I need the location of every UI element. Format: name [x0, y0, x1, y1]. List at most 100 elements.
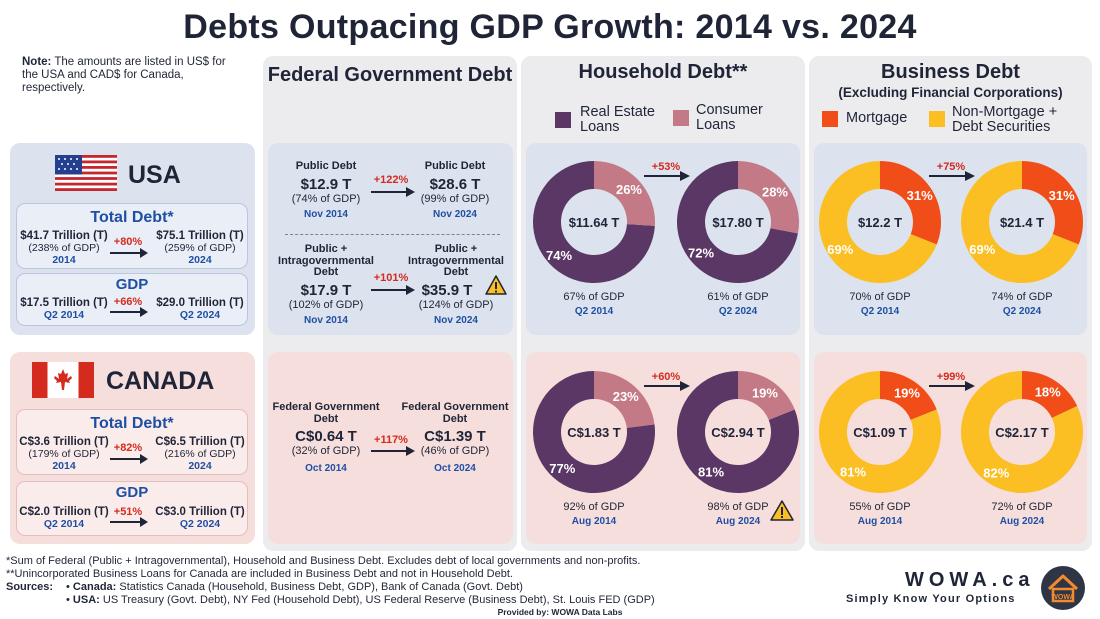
business-title: Business Debt — [881, 61, 1020, 83]
ca_household-0-slice-1 — [594, 371, 655, 428]
ca_business-1-slice-1 — [961, 371, 1084, 493]
us_household-0-gdp: 67% of GDP — [563, 291, 624, 303]
federal-title: Federal Government Debt — [267, 64, 513, 86]
us-intra-arrow-icon — [371, 285, 415, 295]
ca-federal-arrow-icon — [371, 446, 415, 456]
canada-total-2014: C$3.6 Trillion (T) (179% of GDP) 2014 — [19, 436, 109, 472]
us_business-1-slice-0 — [1022, 161, 1083, 245]
us-intra-2014: Public + Intragovernmental Debt $17.9 T … — [278, 243, 374, 326]
canada-gdp-card — [16, 481, 248, 536]
legend-non-mortgage-swatch — [929, 111, 945, 127]
legend-non-mortgage-label: Non-Mortgage + Debt Securities — [952, 104, 1058, 135]
federal-divider — [285, 234, 500, 235]
warning-icon — [485, 275, 507, 295]
us-public-2014: Public Debt $12.9 T (74% of GDP) Nov 201… — [291, 160, 361, 220]
ca-federal-2024: Federal Government Debt C$1.39 T (46% of… — [401, 401, 509, 474]
legend-mortgage-label: Mortgage — [846, 110, 908, 126]
federal-canada-panel — [268, 352, 513, 544]
footnote-1: *Sum of Federal (Public + Intragovernmen… — [6, 555, 641, 567]
brand-tagline: Simply Know Your Options — [846, 593, 1016, 605]
ca_business-1-slice-label-0: 18% — [1035, 384, 1061, 399]
ca_household-0-total: C$1.83 T — [567, 425, 621, 440]
ca_business-growth-arrow-icon — [965, 381, 975, 391]
us_household-1-slice-0 — [676, 161, 798, 283]
us_business-1-slice-1 — [960, 161, 1079, 283]
us_household-1-gdp: 61% of GDP — [707, 291, 768, 303]
canada-total-2024: C$6.5 Trillion (T) (216% of GDP) 2024 — [155, 436, 245, 472]
warning-icon-household — [770, 500, 794, 521]
us-intra-2024: Public + Intragovernmental Debt $35.9 T … — [408, 243, 504, 326]
us_business-0-slice-0 — [880, 161, 941, 245]
usa-total-2024: $75.1 Trillion (T) (259% of GDP) 2024 — [156, 230, 244, 266]
source-canada: • Canada: Statistics Canada (Household, … — [66, 581, 523, 593]
canada-gdp-arrow-icon — [110, 517, 148, 527]
canada-gdp-2014: C$2.0 Trillion (T) Q2 2014 — [19, 506, 109, 530]
usa-gdp-2024: $29.0 Trillion (T) Q2 2024 — [156, 297, 244, 321]
us_household-growth-arrow-icon — [680, 171, 690, 181]
us_household-0-slice-label-0: 74% — [546, 248, 572, 263]
ca_household-0-date: Aug 2014 — [572, 516, 617, 527]
logo-text: WOWA — [1051, 594, 1074, 601]
usa-total-arrow-icon — [110, 248, 148, 258]
ca_business-0-gdp: 55% of GDP — [849, 501, 910, 513]
canada-gdp-title: GDP — [115, 484, 149, 501]
footnote-2: **Unincorporated Business Loans for Cana… — [6, 568, 513, 580]
usa-gdp-2014: $17.5 Trillion (T) Q2 2014 — [20, 297, 108, 321]
usa-label: USA — [128, 161, 181, 189]
canada-total-growth: +82% — [113, 442, 143, 454]
usa-flag-icon — [55, 155, 117, 191]
us_household-1-date: Q2 2024 — [719, 306, 758, 317]
ca_business-1-slice-0 — [1022, 371, 1078, 418]
us_business-0-slice-1 — [819, 161, 937, 283]
ca_business-0-slice-label-1: 81% — [840, 465, 866, 480]
us_business-1-date: Q2 2024 — [1003, 306, 1042, 317]
ca_business-growth: +99% — [937, 371, 966, 383]
usa-gdp-card — [16, 273, 248, 326]
us_business-1-gdp: 74% of GDP — [991, 291, 1052, 303]
page-title: Debts Outpacing GDP Growth: 2014 vs. 202… — [183, 8, 917, 46]
ca_household-0-slice-label-1: 23% — [613, 389, 639, 404]
ca_household-1-slice-label-1: 19% — [752, 385, 778, 400]
us_business-1-total: $21.4 T — [1000, 215, 1044, 230]
us_household-1-slice-label-1: 28% — [762, 184, 788, 199]
us_business-1-slice-label-1: 69% — [969, 242, 995, 257]
us_business-0-total: $12.2 T — [858, 215, 902, 230]
usa-gdp-growth: +66% — [113, 296, 143, 308]
usa-total-2014: $41.7 Trillion (T) (238% of GDP) 2014 — [20, 230, 108, 266]
ca_household-1-gdp: 98% of GDP — [707, 501, 768, 513]
ca_household-1-date: Aug 2024 — [716, 516, 761, 527]
canada-flag-icon — [32, 362, 94, 398]
ca_business-1-gdp: 72% of GDP — [991, 501, 1052, 513]
us_business-0-gdp: 70% of GDP — [849, 291, 910, 303]
legend-real-estate-label: Real Estate Loans — [580, 104, 655, 135]
us_household-growth: +53% — [652, 161, 681, 173]
canada-total-arrow-icon — [110, 454, 148, 464]
ca_household-1-slice-1 — [738, 371, 795, 420]
source-usa: • USA: US Treasury (Govt. Debt), NY Fed … — [66, 594, 655, 606]
federal-usa-panel — [268, 143, 513, 335]
ca_household-1-slice-label-0: 81% — [698, 465, 724, 480]
us_business-growth: +75% — [937, 161, 966, 173]
canada-total-debt-card — [16, 409, 248, 475]
canada-gdp-growth: +51% — [113, 506, 143, 518]
us_business-1-slice-label-0: 31% — [1049, 188, 1075, 203]
ca_business-0-slice-label-0: 19% — [894, 385, 920, 400]
us_household-0-slice-label-1: 26% — [616, 182, 642, 197]
us-public-growth: +122% — [373, 174, 409, 186]
ca_household-growth-arrow-icon — [680, 381, 690, 391]
household-title: Household Debt** — [578, 61, 748, 83]
ca_household-0-gdp: 92% of GDP — [563, 501, 624, 513]
wowa-logo-icon: WOWA — [1041, 566, 1085, 610]
legend-consumer-label: Consumer Loans — [696, 102, 763, 133]
legend-mortgage-swatch — [822, 111, 838, 127]
ca_business-0-date: Aug 2014 — [858, 516, 903, 527]
usa-gdp-title: GDP — [115, 276, 149, 293]
us_business-growth-arrow-icon — [965, 171, 975, 181]
usa-gdp-arrow-icon — [110, 307, 148, 317]
usa-total-debt-card — [16, 203, 248, 269]
ca_business-0-slice-0 — [880, 371, 937, 420]
legend-consumer-swatch — [673, 110, 689, 126]
canada-total-debt-title: Total Debt* — [90, 415, 174, 432]
legend-real-estate-swatch — [555, 112, 571, 128]
us-public-2024: Public Debt $28.6 T (99% of GDP) Nov 202… — [420, 160, 490, 220]
